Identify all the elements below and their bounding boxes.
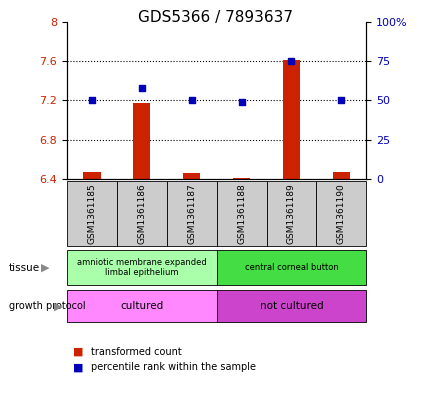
Text: ■: ■ [73, 362, 83, 373]
Bar [132, 103, 150, 179]
Text: GSM1361185: GSM1361185 [87, 183, 96, 244]
Text: ▶: ▶ [54, 301, 62, 311]
Bar [232, 178, 250, 179]
Text: transformed count: transformed count [90, 347, 181, 357]
Text: not cultured: not cultured [259, 301, 322, 311]
Text: tissue: tissue [9, 263, 40, 273]
Text: GSM1361187: GSM1361187 [187, 183, 196, 244]
Point [88, 97, 95, 103]
Text: ▶: ▶ [41, 263, 49, 273]
Text: GSM1361186: GSM1361186 [137, 183, 146, 244]
Text: ■: ■ [73, 347, 83, 357]
Text: percentile rank within the sample: percentile rank within the sample [90, 362, 255, 373]
Bar [83, 172, 100, 179]
Text: GSM1361190: GSM1361190 [336, 183, 345, 244]
Text: GSM1361189: GSM1361189 [286, 183, 295, 244]
Bar [182, 173, 200, 179]
Point [287, 58, 294, 64]
Point [188, 97, 195, 103]
Text: cultured: cultured [120, 301, 163, 311]
Bar [282, 60, 300, 179]
Point [138, 84, 145, 91]
Text: GDS5366 / 7893637: GDS5366 / 7893637 [138, 10, 292, 25]
Text: amniotic membrane expanded
limbal epithelium: amniotic membrane expanded limbal epithe… [77, 258, 206, 277]
Text: central corneal button: central corneal button [244, 263, 338, 272]
Text: GSM1361188: GSM1361188 [237, 183, 246, 244]
Point [237, 99, 244, 105]
Text: growth protocol: growth protocol [9, 301, 85, 311]
Point [337, 97, 344, 103]
Bar [332, 172, 349, 179]
